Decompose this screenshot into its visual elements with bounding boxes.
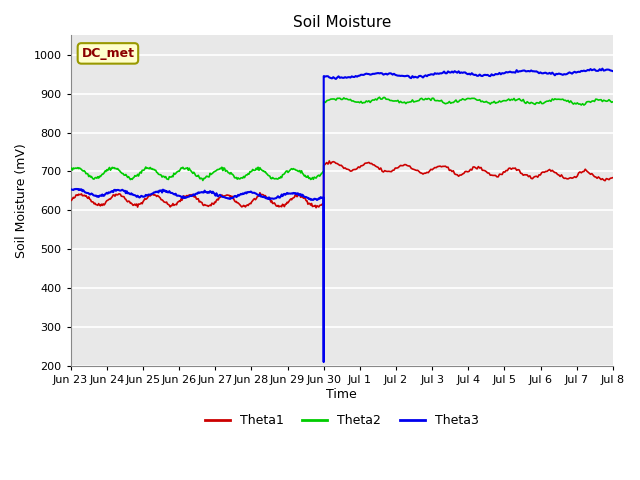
X-axis label: Time: Time bbox=[326, 388, 357, 401]
Legend: Theta1, Theta2, Theta3: Theta1, Theta2, Theta3 bbox=[200, 409, 484, 432]
Title: Soil Moisture: Soil Moisture bbox=[292, 15, 391, 30]
Y-axis label: Soil Moisture (mV): Soil Moisture (mV) bbox=[15, 143, 28, 258]
Text: DC_met: DC_met bbox=[81, 47, 134, 60]
